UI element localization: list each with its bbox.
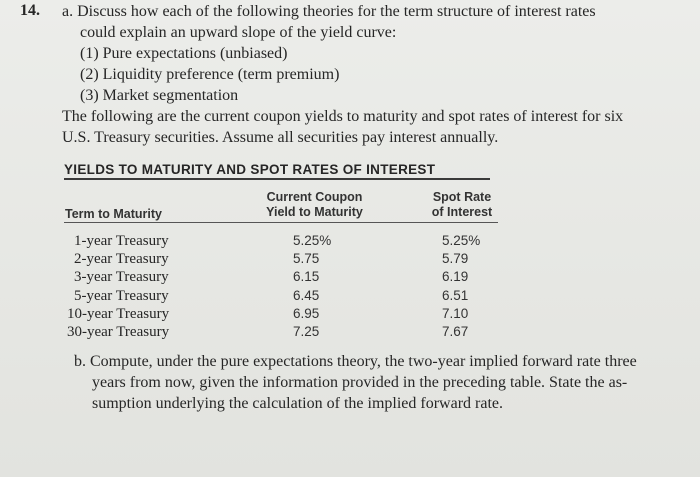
- row-term: 2-year Treasury: [74, 251, 169, 267]
- row-ytm: 6.15: [293, 269, 320, 284]
- header-rule: [64, 222, 498, 223]
- row-ytm: 7.25: [293, 324, 320, 339]
- row-ytm: 5.75: [293, 251, 320, 266]
- row-term: 30-year Treasury: [67, 324, 170, 340]
- row-ytm: 6.45: [293, 288, 320, 303]
- part-a-item-3: (3) Market segmentation: [80, 87, 239, 104]
- table-title: YIELDS TO MATURITY AND SPOT RATES OF INT…: [64, 162, 490, 180]
- row-spot: 7.67: [442, 324, 469, 339]
- part-a-line-2: could explain an upward slope of the yie…: [80, 24, 397, 41]
- row-spot: 5.25%: [442, 233, 481, 248]
- row-term: 10-year Treasury: [67, 306, 170, 322]
- part-b-line-2: years from now, given the information pr…: [92, 374, 628, 391]
- header-spot-rate: Spot Rate of Interest: [422, 190, 502, 220]
- row-term: 1-year Treasury: [74, 233, 169, 249]
- header-term-to-maturity: Term to Maturity: [65, 207, 162, 221]
- intro-line-2: U.S. Treasury securities. Assume all sec…: [62, 129, 499, 146]
- row-ytm: 6.95: [293, 306, 320, 321]
- header-ytm: Current Coupon Yield to Maturity: [257, 190, 372, 220]
- header-spot-line-2: of Interest: [431, 205, 493, 219]
- row-spot: 7.10: [442, 306, 469, 321]
- row-spot: 5.79: [442, 251, 469, 266]
- header-ytm-line-2: Yield to Maturity: [266, 205, 363, 219]
- intro-line-1: The following are the current coupon yie…: [62, 108, 624, 125]
- row-term: 5-year Treasury: [74, 288, 169, 304]
- row-term: 3-year Treasury: [74, 269, 169, 285]
- header-ytm-line-1: Current Coupon: [266, 190, 363, 204]
- row-spot: 6.51: [442, 288, 469, 303]
- part-b-line-1: b. Compute, under the pure expectations …: [74, 353, 637, 370]
- part-a-line-1: a. Discuss how each of the following the…: [62, 3, 596, 20]
- part-a-item-2: (2) Liquidity preference (term premium): [80, 66, 340, 83]
- part-b-line-3: sumption underlying the calculation of t…: [92, 395, 503, 412]
- part-a-item-1: (1) Pure expectations (unbiased): [80, 45, 288, 62]
- question-number: 14.: [20, 2, 40, 19]
- row-ytm: 5.25%: [293, 233, 332, 248]
- row-spot: 6.19: [442, 269, 469, 284]
- header-spot-line-1: Spot Rate: [432, 190, 492, 204]
